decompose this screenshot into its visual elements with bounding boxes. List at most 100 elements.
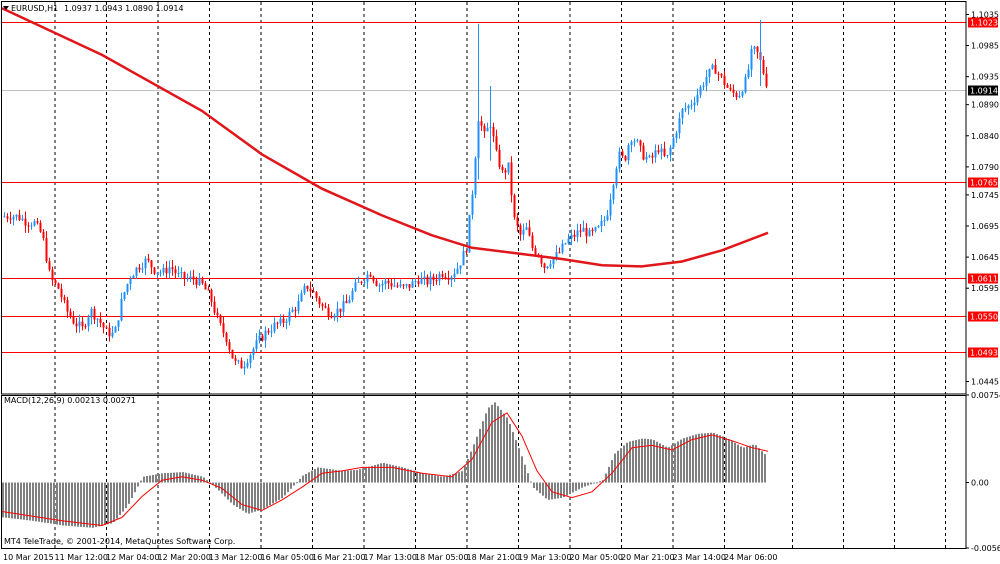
candle-body	[546, 266, 549, 269]
candle-body	[48, 261, 51, 270]
macd-bar	[497, 406, 499, 483]
macd-bar	[617, 450, 619, 483]
macd-bar	[230, 482, 232, 503]
macd-bar	[2, 482, 4, 518]
macd-bar	[719, 435, 721, 483]
macd-bar	[701, 433, 703, 483]
candle-body	[705, 76, 708, 86]
macd-bar	[548, 482, 550, 500]
symbol-dropdown-icon[interactable]	[3, 6, 9, 10]
candle-body	[750, 48, 753, 70]
macd-bar	[506, 417, 508, 483]
candle-body	[549, 264, 552, 267]
candle-body	[309, 288, 312, 292]
macd-bar	[470, 451, 472, 483]
macd-bar	[620, 448, 622, 483]
macd-bar	[764, 454, 766, 483]
candle-body	[150, 260, 153, 268]
macd-bar	[17, 482, 19, 520]
macd-bar	[365, 467, 367, 483]
price-tick-label: 1.0790	[971, 163, 999, 172]
candle-body	[240, 360, 243, 369]
candle-body	[663, 148, 666, 156]
candle-body	[762, 59, 765, 74]
candle-body	[765, 73, 768, 87]
candle-body	[720, 73, 723, 76]
candle-body	[117, 320, 120, 327]
candle-body	[303, 285, 306, 294]
candle-body	[717, 73, 720, 75]
macd-bar	[299, 478, 301, 483]
candle-body	[162, 267, 165, 273]
candle-body	[60, 288, 63, 298]
candle-body	[576, 230, 579, 237]
candle-body	[168, 267, 171, 274]
macd-bar	[281, 482, 283, 499]
candle-body	[360, 281, 363, 283]
candle-body	[21, 218, 24, 220]
candle-body	[27, 225, 30, 227]
macd-bar	[164, 473, 166, 483]
candle-body	[465, 251, 468, 253]
macd-bar	[302, 475, 304, 483]
candle-body	[24, 218, 27, 226]
macd-bar	[557, 482, 559, 499]
candle-body	[402, 284, 405, 286]
macd-bar	[227, 482, 229, 500]
macd-bar	[77, 482, 79, 527]
macd-bar	[257, 482, 259, 511]
candle-body	[282, 318, 285, 323]
candle-body	[3, 216, 6, 218]
macd-bar	[581, 482, 583, 488]
candle-body	[630, 141, 633, 146]
candle-body	[354, 282, 357, 291]
macd-tick-label: 0.00	[971, 479, 989, 488]
macd-bar	[341, 470, 343, 483]
time-tick-label: 20 Mar 21:00	[621, 553, 674, 562]
macd-bar	[476, 436, 478, 483]
time-tick-label: 16 Mar 21:00	[312, 553, 365, 562]
macd-bar	[638, 439, 640, 483]
macd-bar	[524, 464, 526, 483]
time-tick-label: 24 Mar 06:00	[724, 553, 777, 562]
macd-bar	[236, 482, 238, 508]
macd-bar	[158, 473, 160, 483]
candle-body	[732, 89, 735, 93]
frames	[1, 1, 967, 549]
macd-bar	[650, 439, 652, 483]
candle-body	[36, 221, 39, 223]
candle-body	[159, 272, 162, 274]
macd-bar	[380, 463, 382, 483]
macd-bar	[560, 482, 562, 498]
macd-bar	[395, 465, 397, 483]
time-tick-label: 10 Mar 2015	[3, 553, 54, 562]
candle-body	[396, 285, 399, 287]
price-tick-label: 1.0645	[971, 253, 999, 262]
price-tick-label: 1.1035	[971, 10, 999, 19]
macd-bar	[626, 442, 628, 483]
price-tick-label: 1.0745	[971, 191, 999, 200]
candle-body	[342, 301, 345, 312]
macd-bar	[533, 482, 535, 489]
candle-body	[216, 312, 219, 316]
candle-body	[621, 151, 624, 156]
macd-bar	[149, 475, 151, 483]
candle-body	[450, 277, 453, 280]
time-tick-label: 20 Mar 05:00	[570, 553, 623, 562]
macd-bar	[125, 482, 127, 509]
macd-tick-label: -0.00564	[971, 544, 1000, 553]
candle-body	[393, 285, 396, 287]
candle-body	[57, 283, 60, 289]
candle-body	[435, 280, 438, 282]
candle-body	[270, 331, 273, 333]
candle-body	[12, 216, 15, 220]
price-level-label: 1.1023	[970, 19, 998, 28]
candle-body	[738, 95, 741, 98]
candle-body	[744, 77, 747, 93]
price-tick-label: 1.0840	[971, 132, 999, 141]
macd-bar	[578, 482, 580, 490]
candle-body	[249, 355, 252, 363]
price-tick-label: 1.0595	[971, 284, 999, 293]
candle-body	[651, 155, 654, 158]
